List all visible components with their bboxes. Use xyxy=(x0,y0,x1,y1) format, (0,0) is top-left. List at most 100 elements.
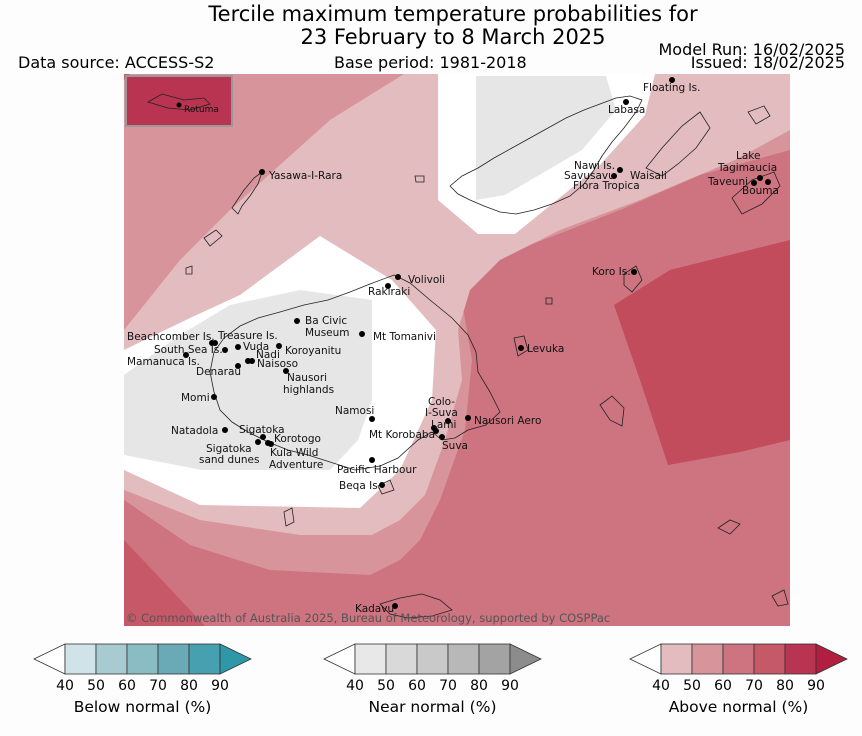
place-label: Kula Wild xyxy=(270,447,318,459)
map-title-line-1: Tercile maximum temperature probabilitie… xyxy=(208,2,698,26)
colorbar-tick-label: 80 xyxy=(470,678,488,694)
near-normal-40-50-north xyxy=(476,76,616,200)
place-label: Museum xyxy=(305,327,350,339)
place-label: Nausori Aero xyxy=(474,415,541,427)
data-source-label: Data source: ACCESS-S2 xyxy=(18,53,215,72)
place-label: Namosi xyxy=(335,405,374,417)
place-label: Sigatoka xyxy=(239,424,285,436)
place-label: Waisali xyxy=(630,170,667,182)
place-label: Naisoso xyxy=(257,358,298,370)
place-label: Adventure xyxy=(269,459,323,471)
colorbar-tick-label: 40 xyxy=(652,678,670,694)
place-label: Beachcomber Is. xyxy=(127,331,215,343)
colorbar-segment xyxy=(784,643,817,675)
place-label: Bouma xyxy=(742,185,779,197)
place-label: Rakiraki xyxy=(368,286,410,298)
place-label: Mt Tomanivi xyxy=(373,331,436,343)
colorbar-segment xyxy=(157,643,190,675)
place-label: Vuda xyxy=(243,341,269,353)
colorbar-tick-label: 40 xyxy=(56,678,74,694)
colorbar-extend-low xyxy=(629,643,662,675)
colorbar-tick-label: 80 xyxy=(776,678,794,694)
colorbar-segment xyxy=(722,643,755,675)
place-label: Ba Civic xyxy=(305,315,347,327)
colorbar-tick-label: 40 xyxy=(346,678,364,694)
place-markers xyxy=(183,77,771,609)
copyright-notice: © Commonwealth of Australia 2025, Bureau… xyxy=(126,611,610,625)
colorbar-extend-low xyxy=(323,643,356,675)
colorbar-segment xyxy=(354,643,387,675)
place-label: Tagimaucia xyxy=(717,162,777,174)
place-label: Floating Is. xyxy=(643,82,700,94)
coastlines xyxy=(185,95,789,619)
place-label: Korotogo xyxy=(274,433,321,445)
place-label: Flora Tropica xyxy=(573,180,640,192)
colorbar-tick-label: 70 xyxy=(149,678,167,694)
place-label: Denarau xyxy=(196,366,241,378)
colorbar-extend-high xyxy=(219,643,252,675)
place-label: Kadavu xyxy=(355,603,394,615)
place-label: Nawi Is. xyxy=(574,160,615,172)
colorbar-tick-label: 70 xyxy=(745,678,763,694)
colorbar-segment xyxy=(64,643,97,675)
place-label: Pacific Harbour xyxy=(337,464,417,476)
colorbar-tick-label: 60 xyxy=(118,678,136,694)
place-label: Mt Korobaba xyxy=(369,429,435,441)
colorbar-tick-label: 50 xyxy=(87,678,105,694)
colorbar-legends: 40 50 60 70 80 90 Below normal (%) 40 50 60 70 80 9… xyxy=(33,643,848,716)
issued-label: Issued: 18/02/2025 xyxy=(690,53,845,72)
colorbar-segment xyxy=(188,643,221,675)
inset-label-rotuma: Rotuma xyxy=(184,105,219,115)
probability-map: Rotuma Floating Is. Labasa Yasawa-I-Rara… xyxy=(124,74,790,626)
place-label: Momi xyxy=(181,392,210,404)
near-normal-40-50-west xyxy=(124,290,372,470)
colorbar-extend-low xyxy=(33,643,66,675)
place-label: Yasawa-I-Rara xyxy=(268,170,342,182)
colorbar-segment xyxy=(447,643,480,675)
place-label: Lami xyxy=(431,419,456,431)
colorbar-tick-label: 50 xyxy=(377,678,395,694)
colorbar-segment xyxy=(753,643,786,675)
colorbar-above-normal: 40 50 60 70 80 90 Above normal (%) xyxy=(629,643,848,716)
place-label: Lake xyxy=(736,150,760,162)
place-label: Koro Is. xyxy=(592,266,631,278)
colorbar-tick-label: 50 xyxy=(683,678,701,694)
colorbar-tick-label: 90 xyxy=(211,678,229,694)
place-label: South Sea Is. xyxy=(154,344,223,356)
colorbar-title: Above normal (%) xyxy=(669,698,809,716)
colorbar-tick-label: 60 xyxy=(714,678,732,694)
place-label: Mamanuca Is. xyxy=(127,356,200,368)
map-title-line-2: 23 February to 8 March 2025 xyxy=(300,25,606,49)
model-run-label: Model Run: 16/02/2025 xyxy=(658,40,846,59)
colorbar-extend-high xyxy=(815,643,848,675)
place-label: Treasure Is. xyxy=(217,330,278,342)
above-normal-70-80-sw xyxy=(124,540,205,626)
colorbar-segment xyxy=(478,643,511,675)
colorbar-tick-label: 80 xyxy=(180,678,198,694)
rotuma-inset: Rotuma xyxy=(125,75,233,127)
place-label: Nadi xyxy=(256,349,280,361)
colorbar-below-normal: 40 50 60 70 80 90 Below normal (%) xyxy=(33,643,252,716)
colorbar-extend-high xyxy=(509,643,542,675)
place-label: Natadola xyxy=(171,425,218,437)
colorbar-tick-label: 90 xyxy=(501,678,519,694)
place-label: Koroyanitu xyxy=(285,345,341,357)
place-label: Beqa Is. xyxy=(339,480,381,492)
place-label: highlands xyxy=(283,384,334,396)
place-label: Labasa xyxy=(608,104,645,116)
place-label: Savusavu xyxy=(564,170,615,182)
place-labels: Floating Is. Labasa Yasawa-I-Rara Nawi I… xyxy=(127,82,779,615)
place-label: Suva xyxy=(442,440,468,452)
colorbar-tick-label: 90 xyxy=(807,678,825,694)
colorbar-segment xyxy=(416,643,449,675)
above-normal-70-80-east xyxy=(614,240,790,465)
place-label: sand dunes xyxy=(199,454,259,466)
base-period-label: Base period: 1981-2018 xyxy=(334,53,527,72)
colorbar-segment xyxy=(660,643,693,675)
place-label: Sigatoka xyxy=(206,443,252,455)
place-label: Taveuni xyxy=(707,176,748,188)
colorbar-tick-label: 60 xyxy=(408,678,426,694)
colorbar-title: Near normal (%) xyxy=(369,698,497,716)
colorbar-tick-label: 70 xyxy=(439,678,457,694)
